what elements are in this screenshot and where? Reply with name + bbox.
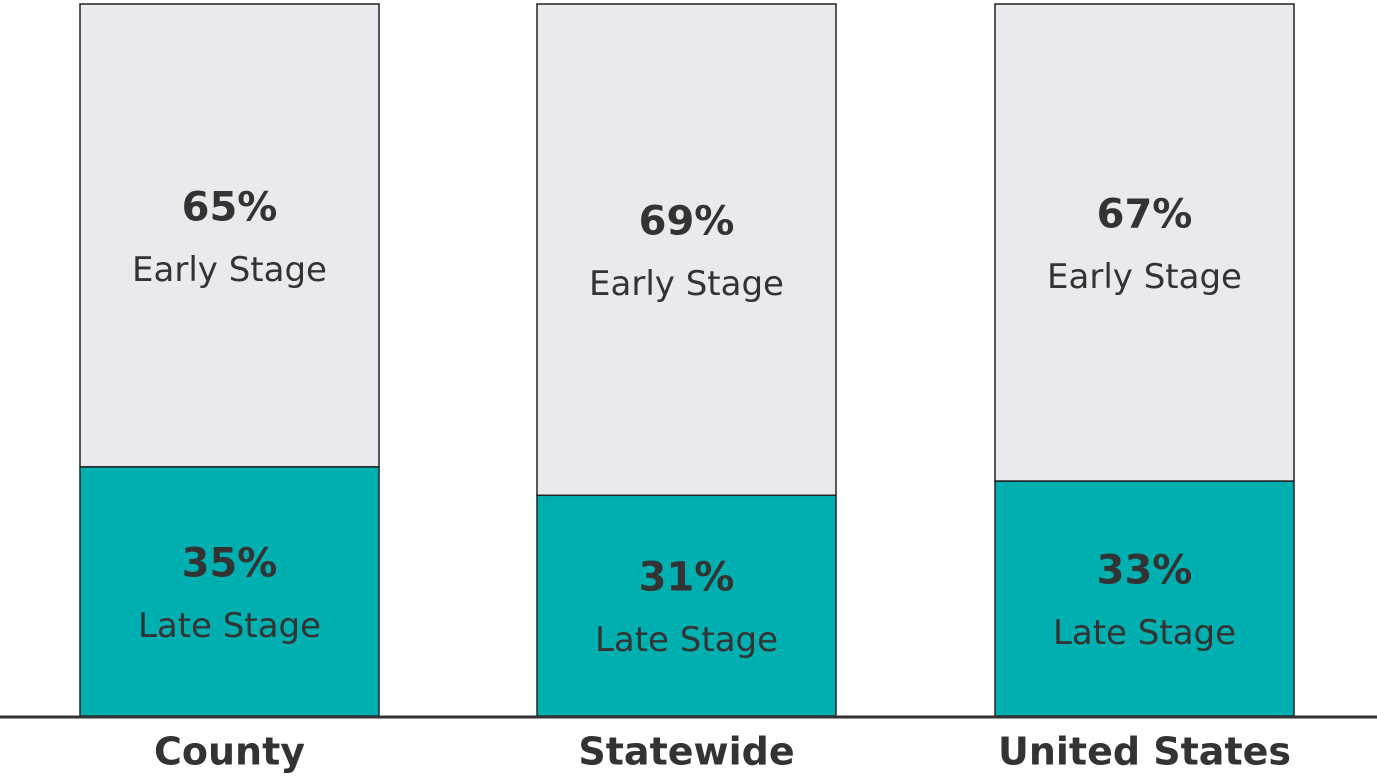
series-label: Late Stage <box>138 606 321 646</box>
x-tick-label: County <box>154 730 305 774</box>
series-label: Early Stage <box>132 250 327 290</box>
value-label: 67% <box>1097 192 1193 238</box>
value-label: 35% <box>182 540 278 586</box>
bar-segment <box>79 3 380 468</box>
value-label: 65% <box>182 184 278 230</box>
series-label: Late Stage <box>1053 613 1236 653</box>
x-tick-label: United States <box>998 730 1291 774</box>
series-label: Late Stage <box>595 620 778 660</box>
value-label: 69% <box>639 199 735 245</box>
bar-segment <box>536 3 837 497</box>
bar-segment <box>994 3 1295 482</box>
series-label: Early Stage <box>1047 257 1242 297</box>
series-label: Early Stage <box>589 264 784 304</box>
value-label: 31% <box>639 555 735 601</box>
bar-segment <box>79 466 380 717</box>
x-tick-label: Statewide <box>578 730 794 774</box>
value-label: 33% <box>1097 548 1193 594</box>
bar-segment <box>536 494 837 717</box>
bar-segment <box>994 480 1295 717</box>
